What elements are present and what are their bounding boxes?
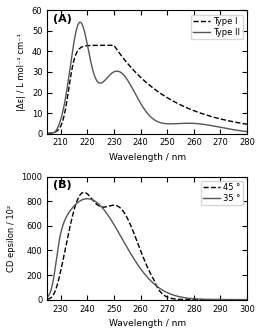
Y-axis label: |Δε| / L mol⁻¹ cm⁻¹: |Δε| / L mol⁻¹ cm⁻¹ <box>17 33 26 111</box>
Text: (A): (A) <box>53 14 72 24</box>
Legend: Type I, Type II: Type I, Type II <box>191 15 243 39</box>
X-axis label: Wavelength / nm: Wavelength / nm <box>109 153 186 162</box>
Legend: 45 °, 35 °: 45 °, 35 ° <box>201 181 243 205</box>
Y-axis label: CD epsilon / 10²: CD epsilon / 10² <box>7 205 16 272</box>
X-axis label: Wavelength / nm: Wavelength / nm <box>109 319 186 328</box>
Text: (B): (B) <box>53 180 72 190</box>
